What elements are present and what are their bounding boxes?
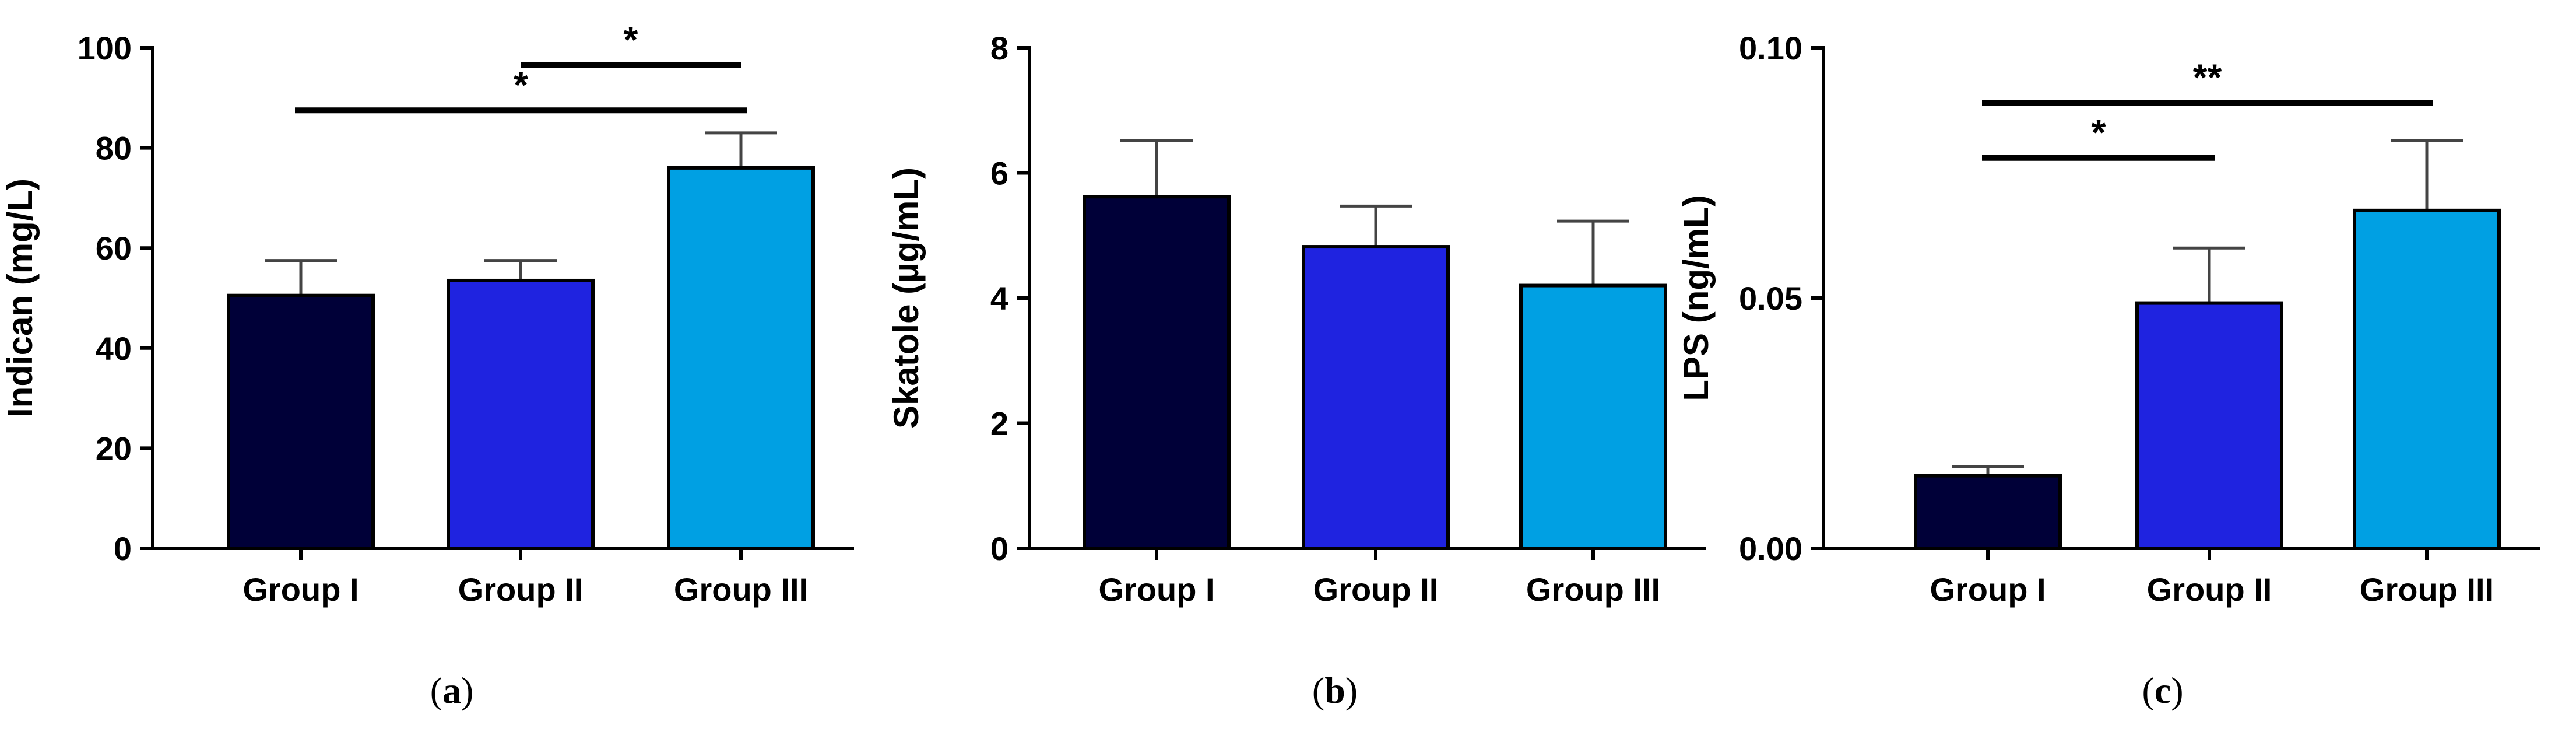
y-axis-title: Indican (mg/L): [1, 178, 40, 418]
x-tick-label: Group III: [1526, 571, 1660, 608]
y-tick-label: 2: [990, 405, 1008, 442]
y-tick-label: 0: [114, 530, 132, 567]
panel-a-indican-chart: 0 20 40 60 80 100 Group I Group II Group III Indi…: [1, 19, 854, 711]
x-tick-label: Group II: [1313, 571, 1439, 608]
y-tick-label: 0.05: [1739, 280, 1802, 317]
y-tick-label: 8: [990, 30, 1008, 66]
bar-group-1: [1914, 474, 2062, 551]
y-tick-label: 0.00: [1739, 530, 1802, 567]
y-tick-label: 100: [78, 30, 132, 66]
y-tick-label: 20: [96, 430, 132, 467]
significance-label: *: [2092, 111, 2106, 153]
x-tick-label: Group I: [1098, 571, 1214, 608]
y-tick-label: 40: [96, 330, 132, 367]
bar-group-1: [1083, 195, 1231, 550]
y-tick-label: 0.10: [1739, 30, 1802, 66]
bar-group-2: [1302, 245, 1450, 550]
x-tick-label: Group III: [674, 571, 808, 608]
bar-group-3: [2353, 208, 2501, 551]
x-tick-label: Group I: [1930, 571, 2046, 608]
y-tick-label: 0: [990, 530, 1008, 567]
significance-label: *: [514, 64, 528, 106]
x-tick-label: Group II: [2147, 571, 2272, 608]
y-tick-label: 6: [990, 155, 1008, 192]
panel-caption: (a): [430, 670, 474, 711]
bar-group-2: [2135, 301, 2283, 551]
x-tick-label: Group III: [2360, 571, 2494, 608]
y-tick-label: 80: [96, 130, 132, 167]
bar-group-2: [447, 278, 595, 550]
y-axis-title: LPS (ng/mL): [1677, 195, 1716, 401]
x-tick-label: Group II: [458, 571, 584, 608]
bar-group-3: [1519, 283, 1667, 550]
y-tick-label: 4: [990, 280, 1008, 317]
significance-label: *: [624, 19, 638, 61]
x-tick-label: Group I: [243, 571, 359, 608]
y-tick-label: 60: [96, 230, 132, 267]
y-axis-title: Skatole (µg/mL): [887, 167, 926, 429]
bar-group-3: [667, 166, 815, 551]
panel-b-skatole-chart: 0 2 4 6 8 Group I Group II Group III Skatole (µg…: [887, 30, 1706, 711]
panel-caption: (c): [2142, 670, 2183, 711]
panel-caption: (b): [1312, 670, 1358, 711]
bar-group-1: [227, 293, 375, 550]
significance-label: **: [2193, 56, 2222, 98]
panel-c-lps-chart: 0.00 0.05 0.10 Group I Group II Group III LPS …: [1677, 30, 2540, 711]
